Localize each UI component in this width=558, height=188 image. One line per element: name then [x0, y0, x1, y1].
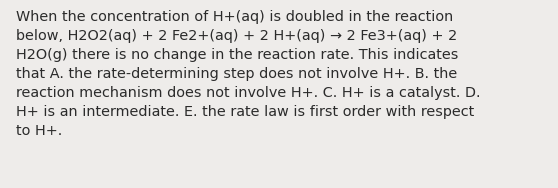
- Text: When the concentration of H+(aq) is doubled in the reaction
below, H2O2(aq) + 2 : When the concentration of H+(aq) is doub…: [16, 10, 480, 138]
